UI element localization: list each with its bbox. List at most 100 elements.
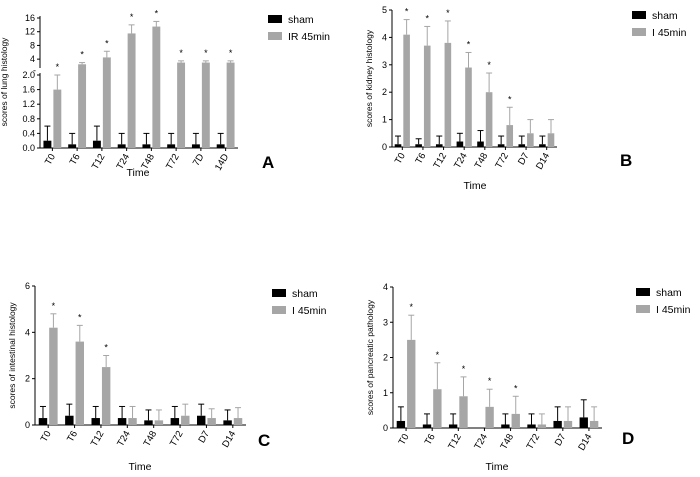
panel-letter: C [258,431,270,450]
treatment-bar [444,42,452,147]
significance-mark: * [155,8,159,18]
y-tick-label: 2 [383,353,388,363]
significance-mark: * [229,48,233,58]
sham-bar [196,415,206,425]
significance-mark: * [204,48,208,58]
treatment-bar [181,415,190,425]
sham-bar [92,140,101,148]
treatment-bar [423,45,431,148]
y-tick-label: 4 [25,327,30,337]
y-tick-label: 1 [383,388,388,398]
sham-bar [518,144,526,147]
x-tick-label: 14D [213,152,231,173]
x-tick-label: T72 [525,432,543,452]
significance-mark: * [514,383,518,393]
sham-bar [223,420,232,425]
x-axis-label: Time [129,461,152,473]
significance-mark: * [436,350,440,360]
treatment-bar [226,62,235,149]
treatment-bar [589,420,599,428]
treatment-bar [75,341,85,425]
legend: sham IR 45min [268,14,330,43]
significance-mark: * [56,62,60,72]
y-tick-break-mark: - [33,66,36,76]
y-tick-label: 5 [382,5,387,15]
legend-label: sham [652,10,678,22]
significance-mark: * [105,38,109,48]
treatment-bar [177,62,186,149]
sham-bar [91,418,100,425]
x-tick-label: D14 [534,151,552,172]
significance-mark: * [179,48,183,58]
treatment-bar [49,327,58,425]
x-tick-label: T24 [452,151,470,171]
significance-mark: * [104,343,108,353]
panel-b: 0 1 2 3 4 5 scores of kidney histology * T0 * T6 * T… [364,5,687,192]
y-tick-label: 1 [382,115,387,125]
treatment-bar [128,418,137,425]
y-tick-label: 2.0 [22,70,35,80]
legend-swatch [636,305,650,313]
sham-bar [422,424,432,428]
sham-bar [170,418,180,425]
sham-bar [456,141,464,147]
x-tick-label: T12 [89,429,107,449]
treatment-bar [152,26,161,149]
legend-swatch [636,288,650,296]
y-tick-label: 16 [25,13,35,23]
y-tick-label: 4 [383,282,388,292]
x-tick-label: T12 [446,432,464,452]
sham-bar [191,144,200,148]
x-tick-label: T72 [493,151,511,171]
treatment-bar [102,57,111,148]
legend: sham I 45min [632,10,687,39]
x-tick-label: T48 [498,432,516,452]
treatment-bar [403,34,410,147]
x-tick-label: T48 [473,151,491,171]
significance-mark: * [130,12,134,22]
legend: sham I 45min [272,288,327,317]
x-tick-label: D7 [516,151,532,167]
treatment-bar [154,420,164,425]
significance-mark: * [409,302,413,312]
sham-bar [435,144,443,147]
legend-label: I 45min [652,27,687,39]
y-axis-label: scores of kidney histology [364,29,374,127]
y-tick-label: 3 [382,60,387,70]
sham-bar [539,144,546,147]
x-tick-label: T48 [142,429,160,449]
y-tick-label: 8 [30,40,35,50]
x-tick-label: T24 [472,432,490,452]
y-tick-label: 1.6 [22,85,35,95]
treatment-bar [563,420,573,428]
x-tick-label: T6 [423,432,438,447]
x-axis-label: Time [464,180,487,192]
significance-mark: * [487,60,491,70]
legend-label: I 45min [292,305,327,317]
treatment-bar [433,389,442,428]
significance-mark: * [467,39,471,49]
treatment-bar [537,424,547,428]
x-axis-label: Time [127,167,150,179]
sham-bar [65,415,74,425]
legend-swatch [272,306,286,314]
x-tick-label: T12 [431,151,449,171]
significance-mark: * [462,364,466,374]
y-tick-label: 0 [382,142,387,152]
significance-mark: * [508,94,512,104]
y-tick-label: 2 [382,87,387,97]
sham-bar [68,144,77,148]
y-axis-label: scores of intestinal histology [7,302,17,409]
panel-letter: B [620,151,632,170]
x-tick-label: T0 [43,152,58,167]
sham-bar [527,424,536,428]
treatment-bar [407,339,416,428]
treatment-bar [485,92,493,147]
y-tick-label: 3 [383,317,388,327]
significance-mark: * [52,301,56,311]
sham-bar [43,140,52,148]
treatment-bar [207,418,216,425]
sham-bar [501,424,510,428]
legend-swatch [632,28,646,36]
